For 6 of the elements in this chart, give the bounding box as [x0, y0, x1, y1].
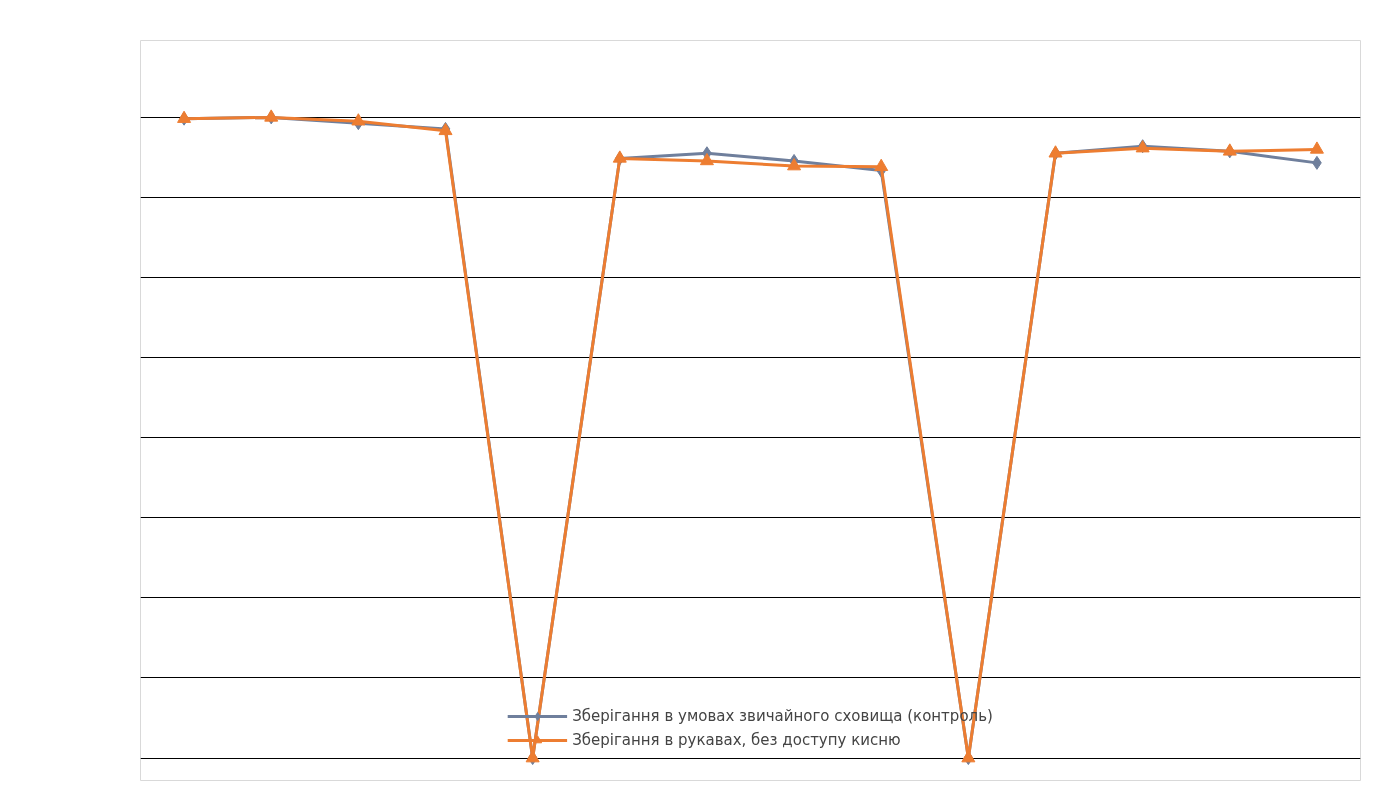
point [874, 158, 889, 171]
point [1309, 141, 1324, 154]
legend-label: Зберігання в рукавах, без доступу кисню [572, 731, 901, 749]
point [351, 113, 366, 126]
point [699, 152, 714, 166]
point [787, 158, 802, 171]
